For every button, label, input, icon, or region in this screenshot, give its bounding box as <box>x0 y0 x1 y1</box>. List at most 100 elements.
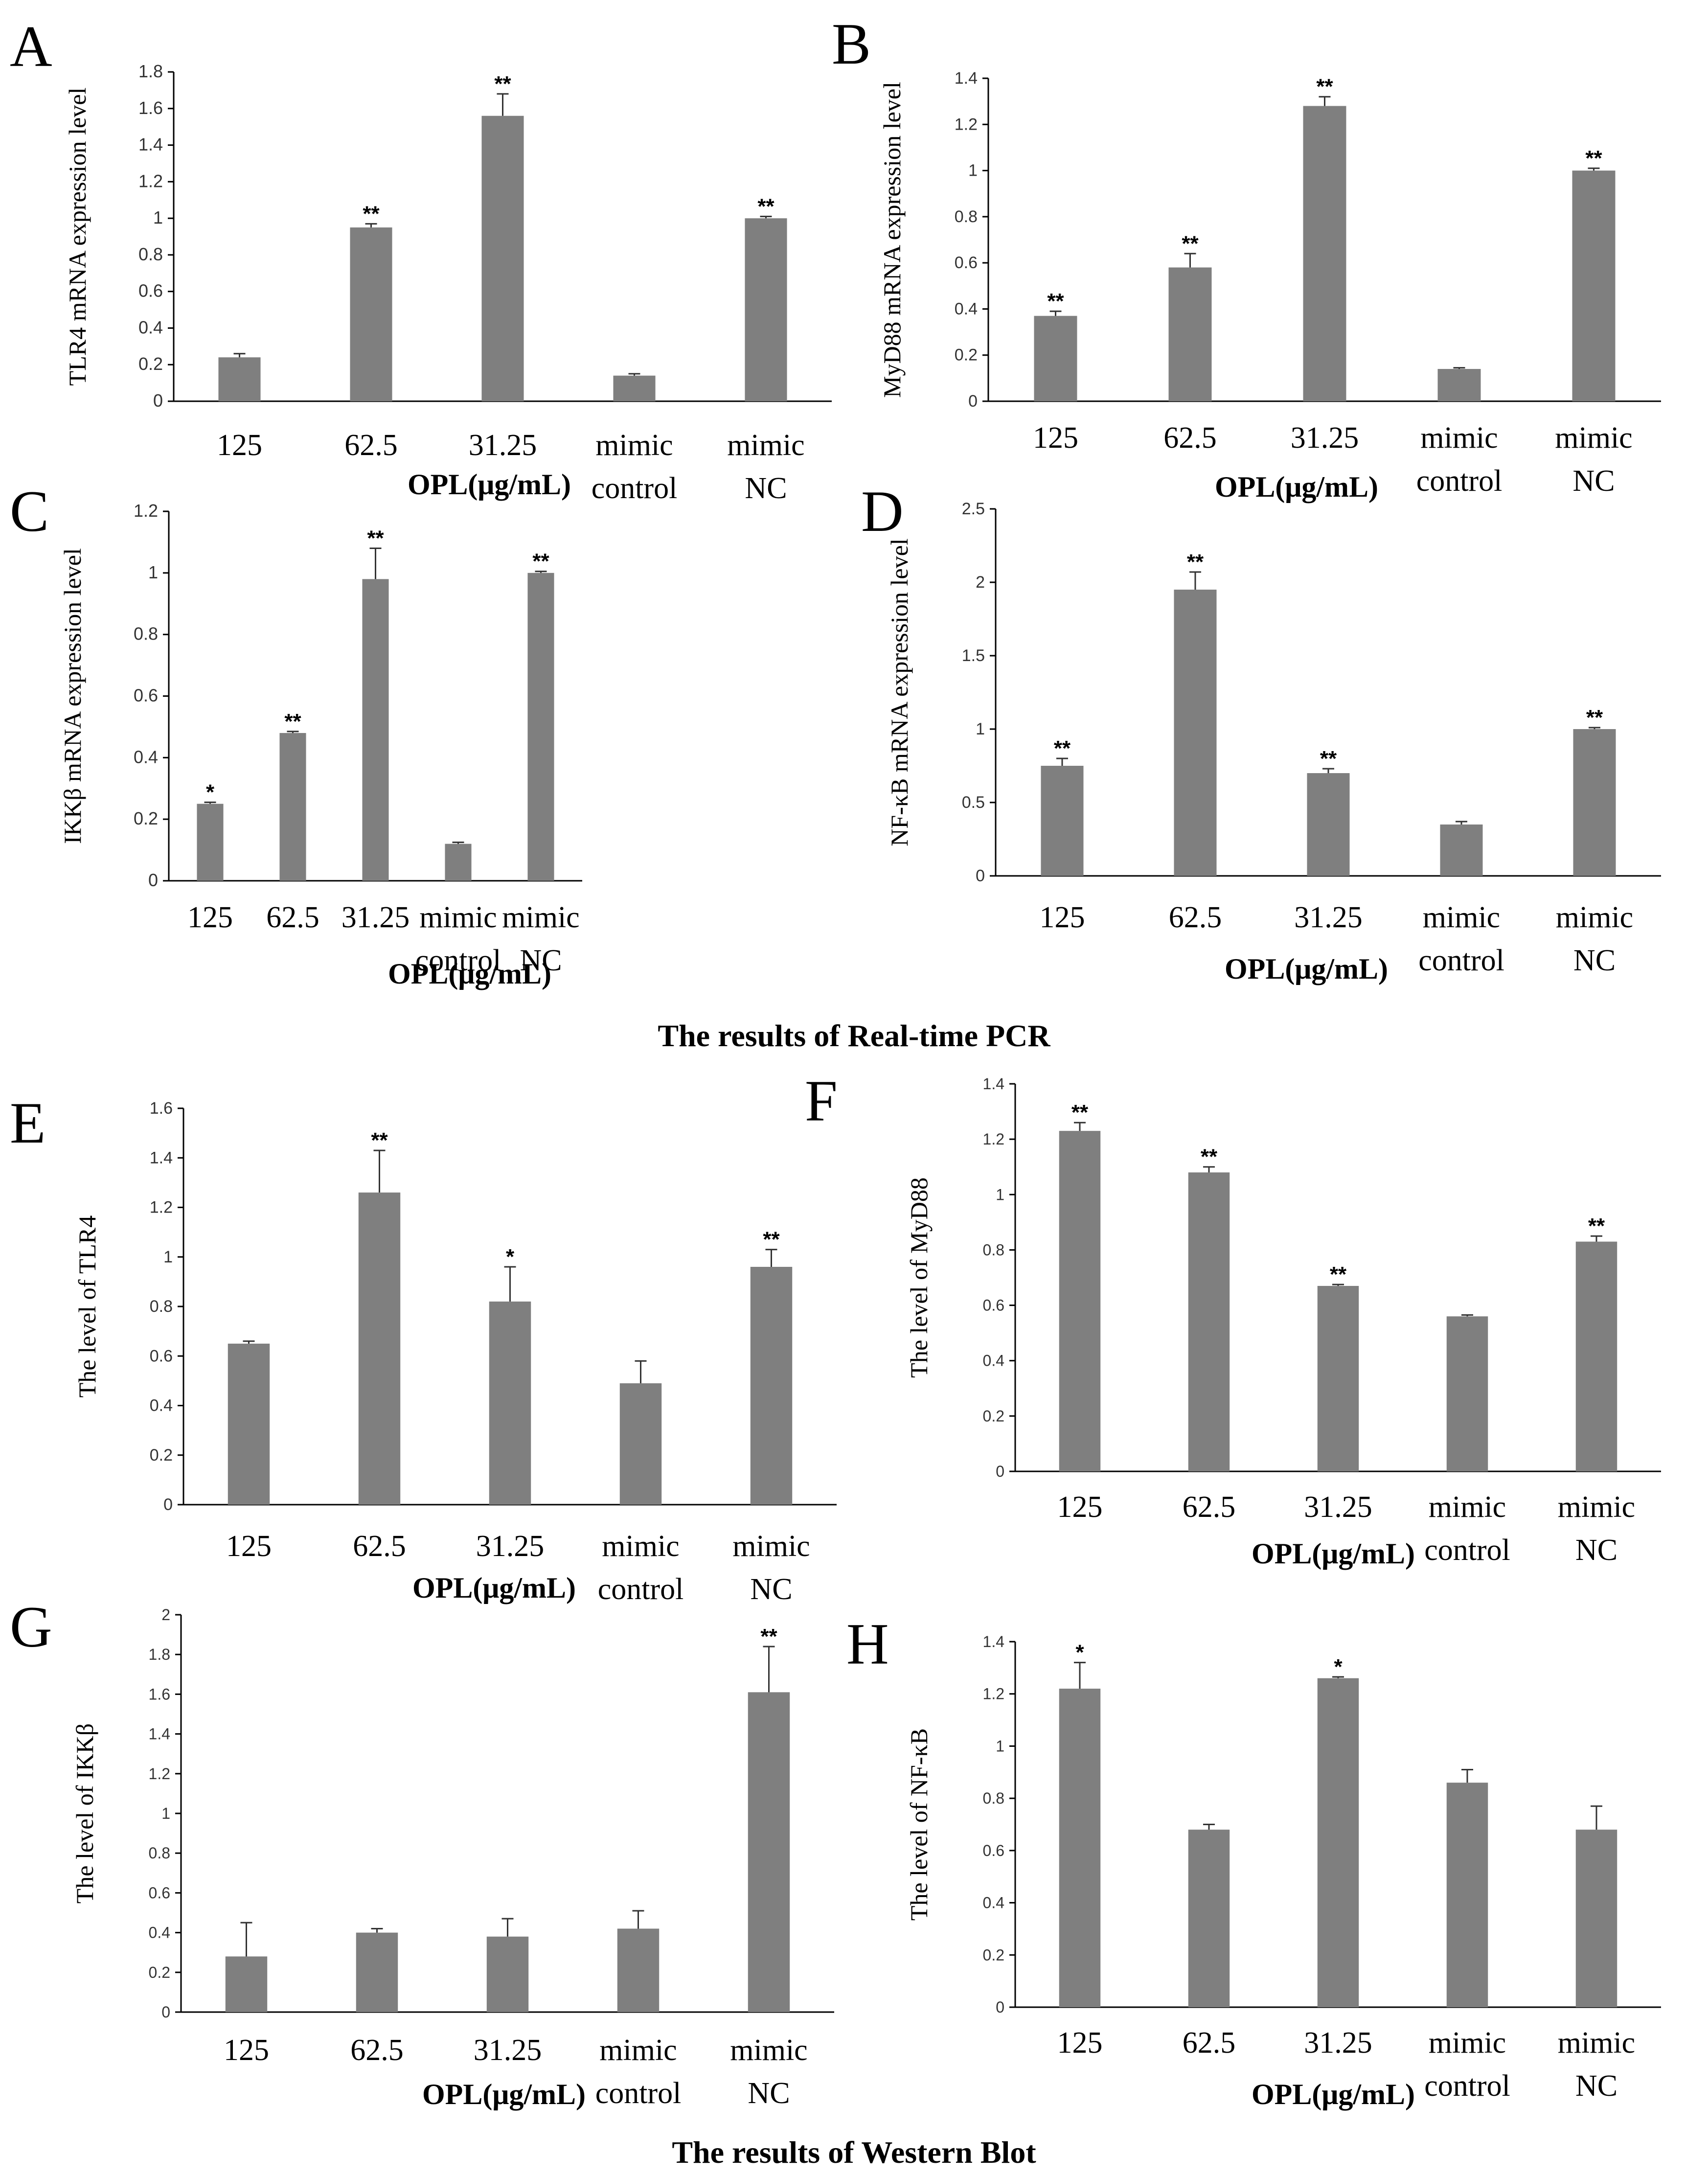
panels-group: A 0 0.2 0.4 0.6 0.8 1 1.2 1.4 1.6 1.8 TLR4 mRNA exp… <box>10 11 1661 2110</box>
significance-b-1: ** <box>1047 289 1064 313</box>
y-tick-label-e: 0.6 <box>150 1347 173 1365</box>
x-tick-label-a-4: mimic control <box>592 429 678 505</box>
bar-a-1 <box>218 357 261 401</box>
bar-f-3 <box>1317 1285 1359 1471</box>
y-tick-label-b: 0.2 <box>955 346 978 365</box>
y-tick-label-f: 0.8 <box>983 1241 1004 1259</box>
bar-h-4 <box>1446 1783 1488 2007</box>
y-tick-label-c: 0.4 <box>134 747 158 767</box>
bar-g-5 <box>748 1692 790 2012</box>
y-tick-label-a: 0.8 <box>138 244 163 264</box>
bar-b-5 <box>1572 170 1616 401</box>
y-tick-label-e: 0 <box>163 1495 173 1514</box>
significance-h-1: * <box>1075 1641 1084 1665</box>
bar-e-3 <box>489 1301 531 1505</box>
significance-e-2: ** <box>371 1128 388 1152</box>
y-axis-title-a: TLR4 mRNA expression level <box>64 88 91 386</box>
x-tick-label-a-2: 62.5 <box>344 429 398 462</box>
panel-label-e: E <box>10 1090 46 1155</box>
panel-b: B 0 0.2 0.4 0.6 0.8 1 1.2 1.4 MyD88 mRNA expressi… <box>832 11 1661 503</box>
x-tick-label-d-2: 62.5 <box>1169 901 1222 934</box>
bar-a-5 <box>745 218 787 401</box>
y-axis-title-d: NF-κB mRNA expression level <box>886 538 913 846</box>
bar-c-3 <box>362 579 389 881</box>
y-tick-label-g: 0.2 <box>149 1964 170 1981</box>
y-tick-label-a: 1.2 <box>138 171 163 191</box>
x-tick-label-b-4: mimic control <box>1416 421 1503 498</box>
significance-c-5: ** <box>532 550 549 573</box>
y-tick-label-d: 0 <box>976 867 985 885</box>
y-tick-label-d: 0.5 <box>962 793 985 812</box>
x-tick-label-f-5: mimic NC <box>1558 1490 1635 1567</box>
y-tick-label-c: 1.2 <box>134 501 158 521</box>
y-tick-label-e: 0.4 <box>150 1397 173 1415</box>
bar-e-1 <box>228 1343 270 1505</box>
x-tick-label-b-5: mimic NC <box>1555 421 1632 498</box>
x-tick-label-e-4: mimic control <box>598 1530 684 1606</box>
y-tick-label-g: 1.4 <box>149 1725 170 1743</box>
significance-f-3: ** <box>1330 1262 1347 1286</box>
x-tick-label-g-5: mimic NC <box>730 2034 807 2110</box>
significance-d-3: ** <box>1320 747 1337 771</box>
bar-h-2 <box>1188 1830 1230 2007</box>
panel-a: A 0 0.2 0.4 0.6 0.8 1 1.2 1.4 1.6 1.8 TLR4 mRNA exp… <box>10 14 832 505</box>
x-tick-label-e-3: 31.25 <box>476 1530 545 1563</box>
panel-label-a: A <box>10 14 52 79</box>
western-blot-section-title: The results of Western Blot <box>672 2135 1036 2170</box>
y-axis-title-f: The level of MyD88 <box>905 1177 933 1378</box>
panel-f: F 0 0.2 0.4 0.6 0.8 1 1.2 1.4 The level of MyD88 *… <box>805 1068 1661 1570</box>
x-axis-title-b: OPL(μg/mL) <box>1215 471 1378 503</box>
significance-f-1: ** <box>1071 1100 1089 1124</box>
y-tick-label-a: 1.6 <box>138 98 163 118</box>
x-tick-label-f-2: 62.5 <box>1183 1490 1236 1524</box>
y-tick-label-b: 0 <box>968 392 978 411</box>
y-tick-label-e: 1.6 <box>150 1099 173 1118</box>
bar-h-3 <box>1317 1678 1359 2007</box>
significance-a-3: ** <box>494 72 511 96</box>
x-tick-label-d-4: mimic control <box>1418 901 1504 977</box>
y-axis-title-b: MyD88 mRNA expression level <box>878 82 906 398</box>
significance-d-1: ** <box>1054 736 1071 760</box>
bar-f-5 <box>1575 1241 1617 1471</box>
significance-h-3: * <box>1334 1655 1343 1679</box>
x-axis-title-f: OPL(μg/mL) <box>1252 1537 1415 1570</box>
significance-e-5: ** <box>763 1228 780 1252</box>
x-tick-label-g-4: mimic control <box>595 2034 682 2110</box>
panel-d: D 0 0.5 1 1.5 2 2.5 NF-κB mRNA expression level… <box>861 479 1661 985</box>
y-tick-label-h: 1.2 <box>983 1685 1004 1703</box>
y-tick-label-b: 1.2 <box>955 115 978 134</box>
y-tick-label-c: 0 <box>148 870 158 890</box>
x-tick-label-d-5: mimic NC <box>1556 901 1633 977</box>
y-tick-label-b: 1 <box>968 161 978 180</box>
y-tick-label-h: 0.8 <box>983 1789 1004 1807</box>
bar-g-3 <box>486 1936 529 2012</box>
y-tick-label-h: 0.2 <box>983 1946 1004 1964</box>
y-tick-label-c: 0.2 <box>134 808 158 828</box>
x-tick-label-e-1: 125 <box>226 1530 272 1563</box>
y-tick-label-e: 0.8 <box>150 1297 173 1316</box>
x-tick-label-c-5: mimic NC <box>502 901 579 977</box>
y-tick-label-b: 0.8 <box>955 207 978 226</box>
bar-d-1 <box>1041 766 1084 876</box>
y-tick-label-a: 0.2 <box>138 354 163 374</box>
panel-label-h: H <box>846 1611 889 1676</box>
y-tick-label-f: 0.4 <box>983 1352 1004 1370</box>
y-tick-label-f: 0.6 <box>983 1297 1004 1314</box>
bar-d-4 <box>1440 825 1483 876</box>
bar-e-5 <box>750 1267 793 1505</box>
x-tick-label-d-1: 125 <box>1040 901 1085 934</box>
bar-c-1 <box>197 803 224 881</box>
y-axis-title-h: The level of NF-κB <box>905 1728 933 1921</box>
y-tick-label-a: 1 <box>153 207 163 228</box>
x-tick-label-g-1: 125 <box>224 2034 269 2067</box>
bar-b-2 <box>1168 267 1212 401</box>
x-axis-title-a: OPL(μg/mL) <box>408 468 571 501</box>
y-tick-label-h: 0 <box>996 1998 1004 2016</box>
bar-a-2 <box>350 227 392 401</box>
x-tick-label-g-3: 31.25 <box>474 2034 542 2067</box>
bar-b-3 <box>1303 106 1346 402</box>
x-axis-title-g: OPL(μg/mL) <box>422 2078 586 2110</box>
y-tick-label-b: 0.4 <box>955 299 978 318</box>
bar-f-1 <box>1059 1131 1101 1471</box>
y-tick-label-d: 2 <box>976 573 985 592</box>
